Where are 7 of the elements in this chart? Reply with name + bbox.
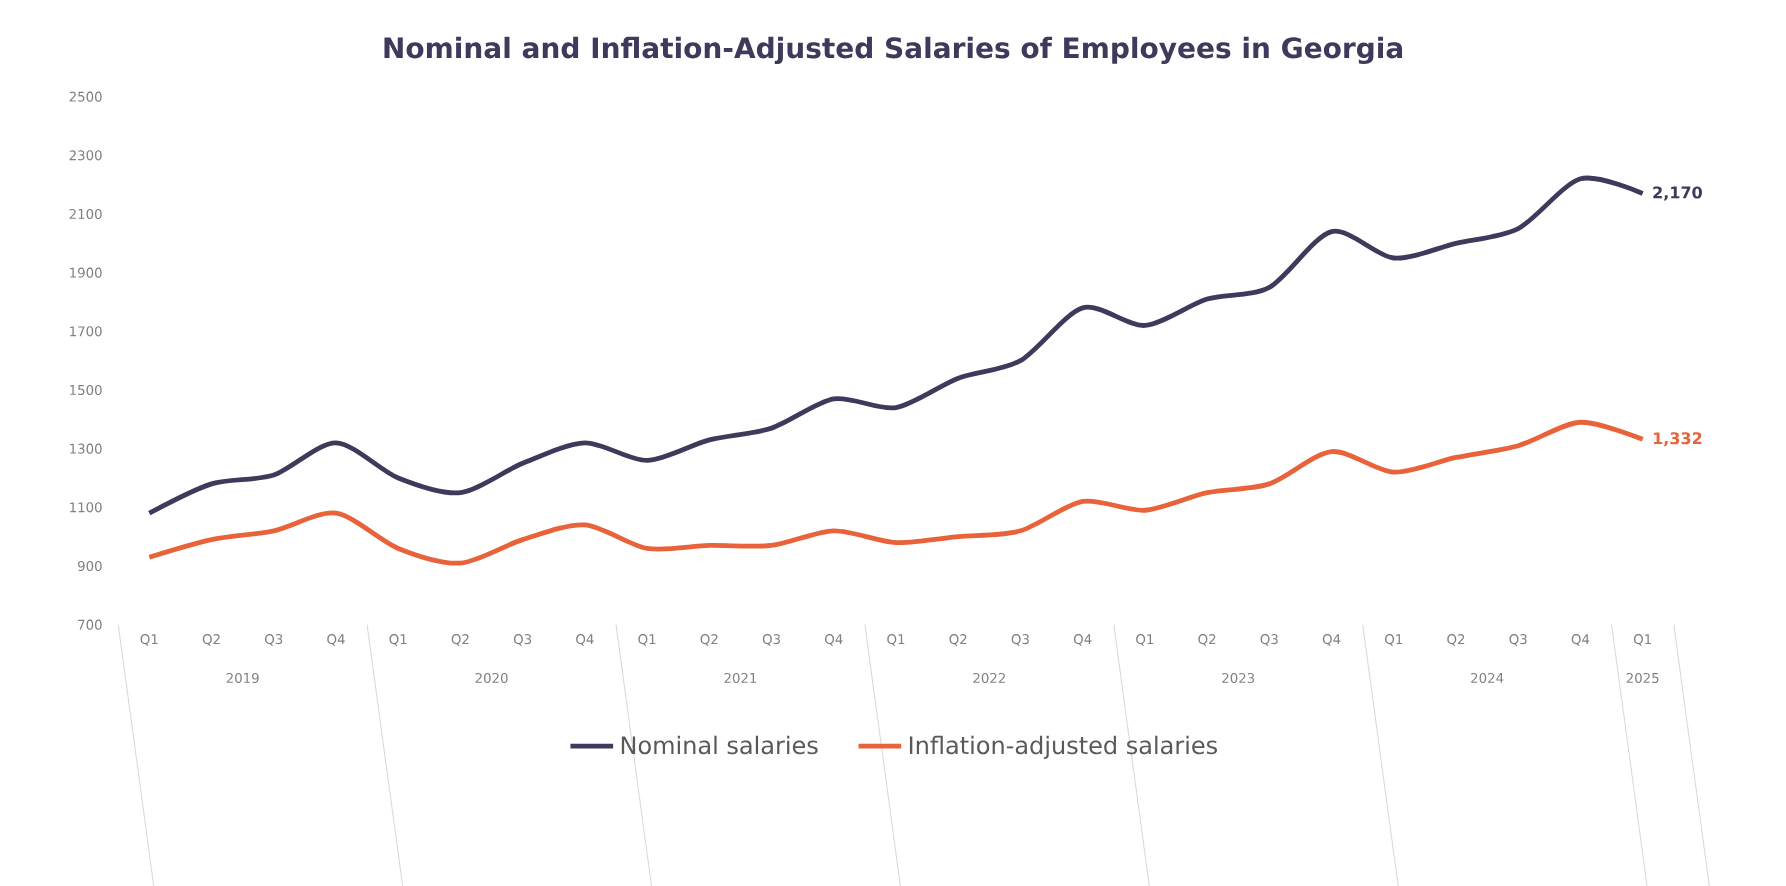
line-series [146, 176, 1646, 516]
chart-title: Nominal and Inflation-Adjusted Salaries of Employees in Georgia [384, 36, 1403, 65]
data-label: 2,170 [1653, 186, 1702, 201]
legend-label: Nominal salaries [621, 735, 818, 755]
legend-label: Inflation-adjusted salaries [909, 735, 1217, 759]
line-series [146, 419, 1646, 566]
data-label: 1,332 [1653, 432, 1702, 447]
